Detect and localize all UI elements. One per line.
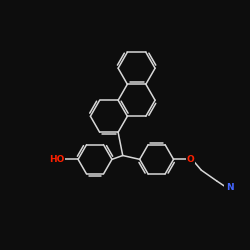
Text: HO: HO: [49, 155, 64, 164]
Text: N: N: [226, 182, 234, 192]
Text: O: O: [186, 155, 194, 164]
